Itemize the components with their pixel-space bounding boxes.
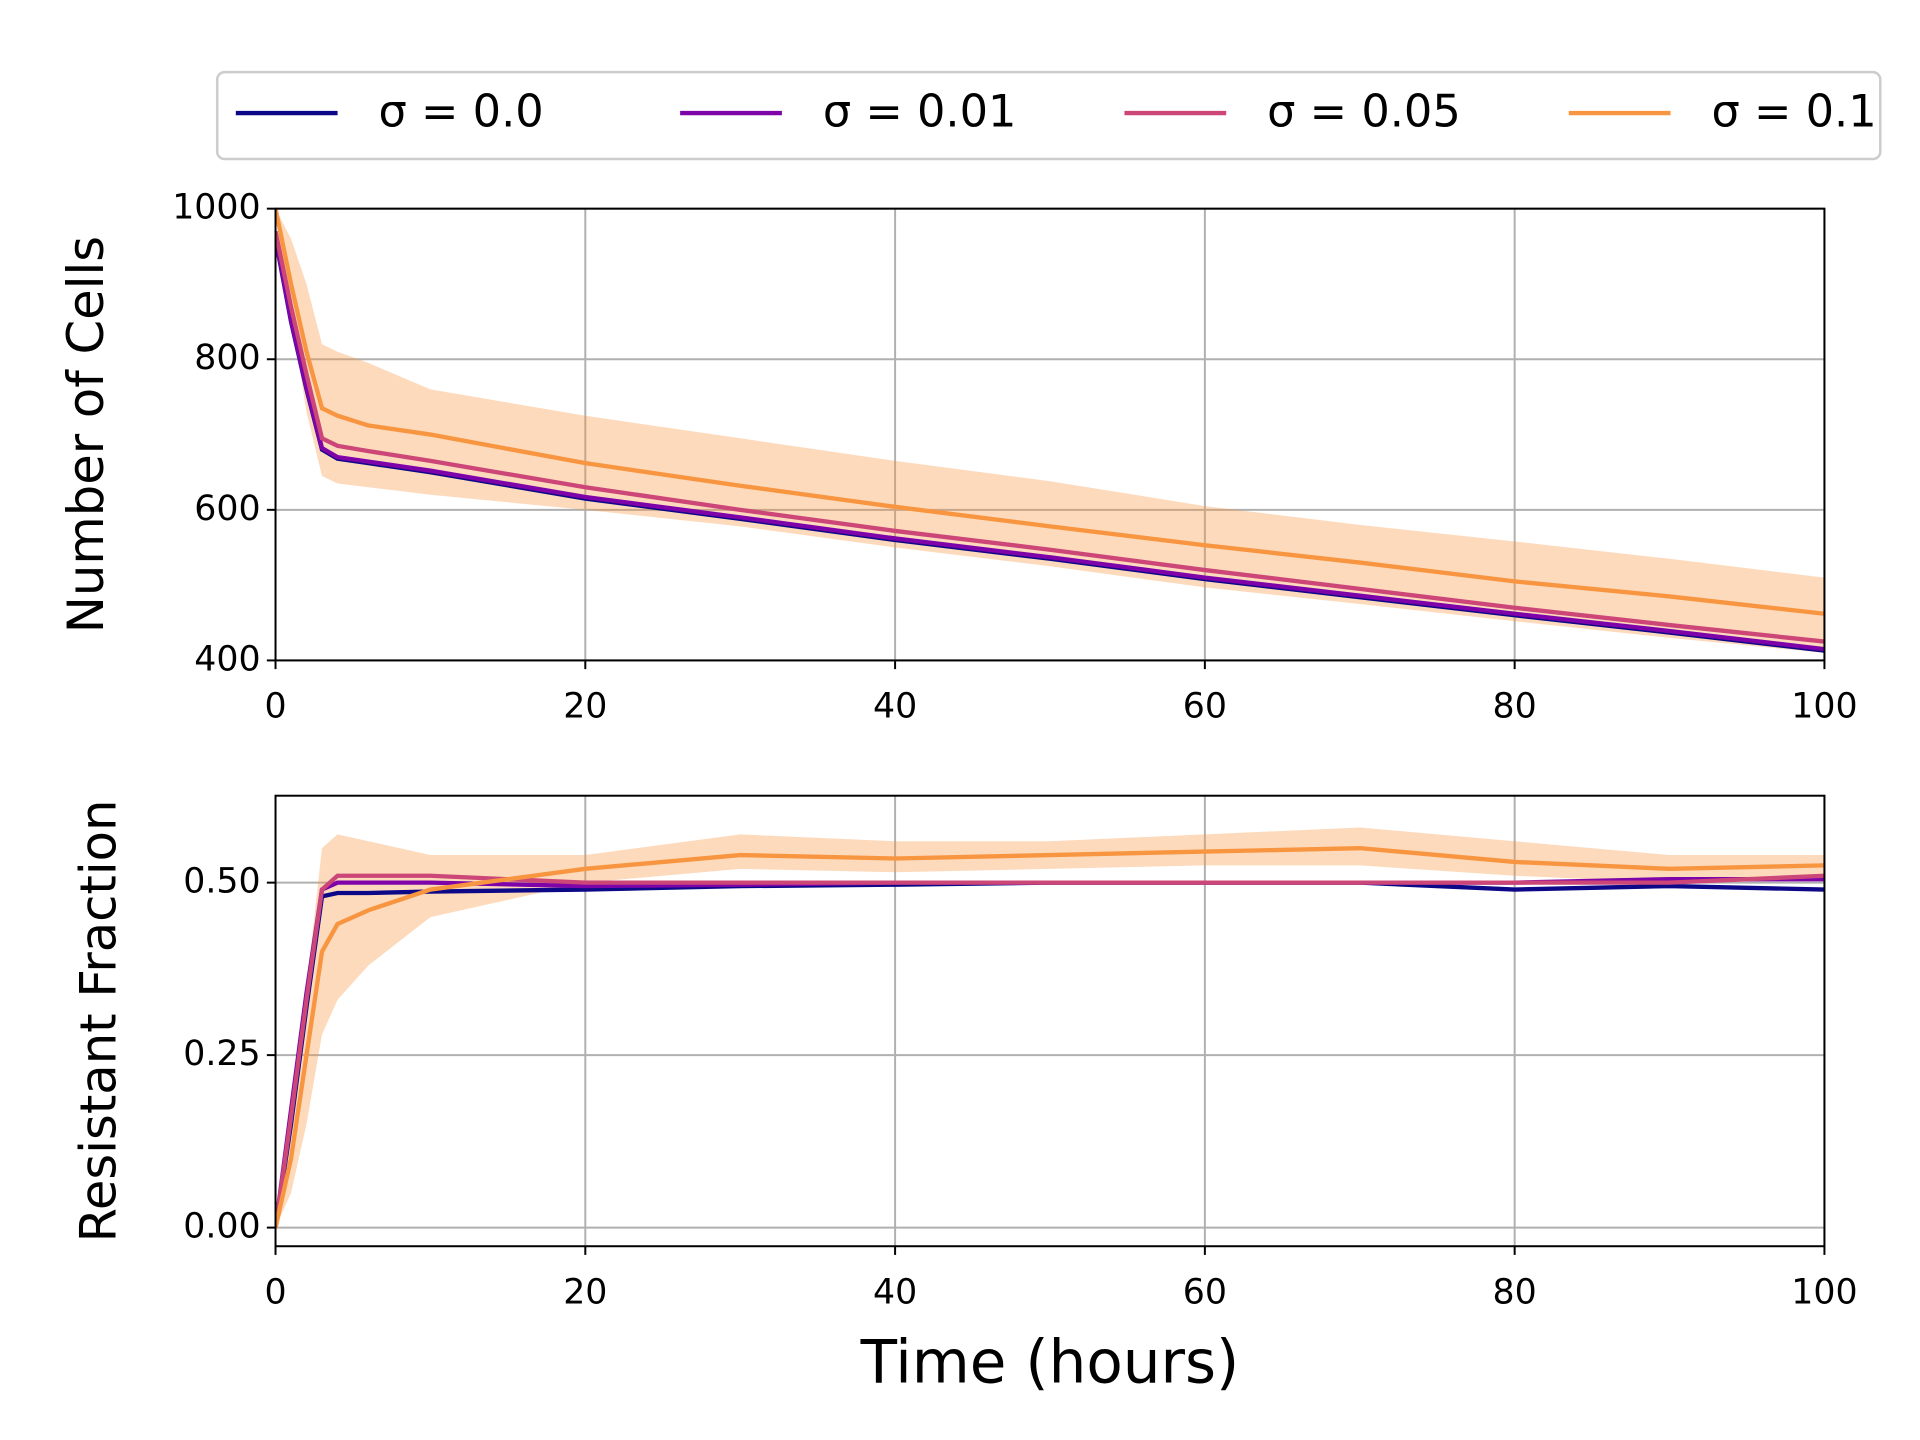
x-tick-label: 40 (873, 687, 917, 727)
plot-area (275, 827, 1825, 1229)
y-tick-label: 0.50 (183, 862, 260, 902)
legend-label: σ = 0.01 (823, 85, 1017, 137)
x-tick-label: 0 (264, 1272, 286, 1312)
x-tick-label: 100 (1791, 1272, 1857, 1312)
x-tick-label: 40 (873, 1272, 917, 1312)
y-axis-label: Resistant Fraction (69, 800, 127, 1243)
y-tick-label: 800 (194, 338, 260, 378)
x-tick-label: 80 (1493, 1272, 1537, 1312)
x-tick-label: 60 (1183, 1272, 1227, 1312)
line (275, 845, 1825, 1229)
x-tick-label: 60 (1183, 687, 1227, 727)
axes-frame (274, 207, 1826, 662)
y-axis-label: Number of Cells (57, 236, 115, 633)
x-axis-label: Time (hours) (860, 1329, 1240, 1398)
y-tick-label: 0.00 (183, 1207, 260, 1247)
x-tick-label: 20 (563, 687, 607, 727)
legend-label: σ = 0.0 (379, 85, 544, 137)
axes-frame (274, 794, 1826, 1248)
line (275, 230, 1825, 644)
line (275, 208, 1825, 616)
band (275, 208, 1825, 653)
x-tick-label: 20 (563, 1272, 607, 1312)
y-tick-label: 400 (194, 639, 260, 679)
x-tick-label: 80 (1493, 687, 1537, 727)
y-tick-label: 0.25 (183, 1034, 260, 1074)
legend-box (215, 70, 1882, 161)
line (275, 877, 1825, 1228)
line (275, 873, 1825, 1228)
line (275, 236, 1825, 652)
legend-label: σ = 0.05 (1267, 85, 1461, 137)
y-tick-label: 600 (194, 489, 260, 529)
legend-label: σ = 0.1 (1711, 85, 1876, 137)
plot-area (275, 208, 1825, 653)
y-tick-label: 1000 (172, 188, 260, 228)
x-tick-label: 100 (1791, 687, 1857, 727)
x-tick-label: 0 (264, 687, 286, 727)
